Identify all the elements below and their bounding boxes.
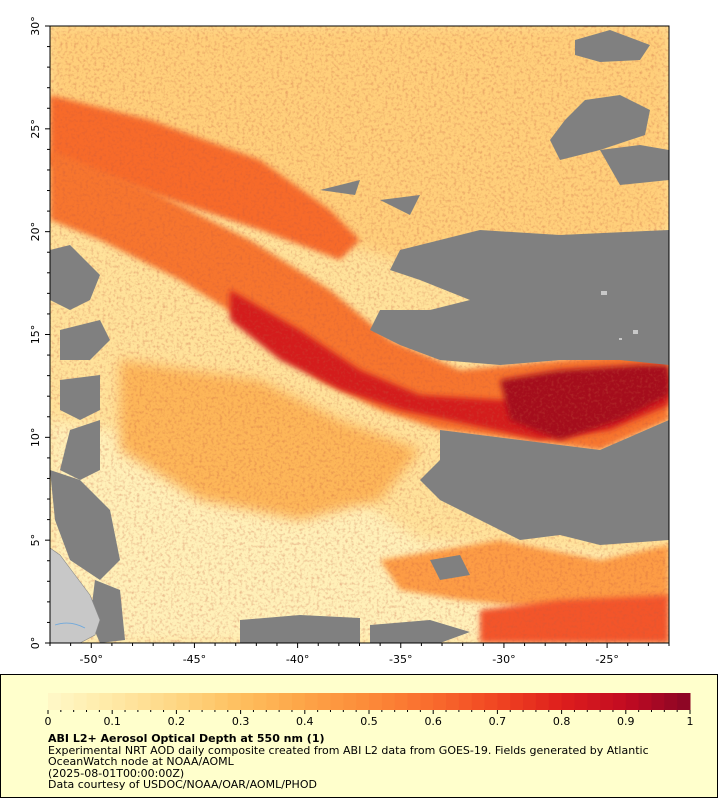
colorbar-block (407, 693, 421, 710)
y-tick-label: 10° (29, 428, 42, 448)
colorbar-block (163, 693, 177, 710)
colorbar-tick-label: 0.7 (489, 715, 507, 728)
map-plot-area (50, 26, 669, 643)
y-tick-label: 30° (29, 16, 42, 36)
caption-title: ABI L2+ Aerosol Optical Depth at 550 nm … (48, 732, 325, 745)
colorbar-block (587, 693, 601, 710)
x-tick-label: -45° (183, 653, 206, 666)
colorbar-tick-label: 0.9 (617, 715, 635, 728)
colorbar-block (369, 693, 383, 710)
colorbar-block (202, 693, 216, 710)
colorbar-block (638, 693, 652, 710)
colorbar-blocks (48, 693, 691, 710)
colorbar-tick-label: 0.6 (424, 715, 442, 728)
colorbar-block (497, 693, 511, 710)
no-data-regions (50, 30, 669, 643)
colorbar-block (356, 693, 370, 710)
colorbar-block (253, 693, 267, 710)
colorbar-block (548, 693, 563, 710)
y-tick-label: 5° (29, 534, 42, 547)
x-tick-label: -30° (492, 653, 515, 666)
colorbar-block (535, 693, 550, 710)
y-axis: 30° 25° 20° 15° 10° 5° 0° (29, 16, 50, 649)
islands (601, 291, 638, 340)
colorbar-tick-label: 0 (45, 715, 52, 728)
colorbar-block (446, 693, 460, 710)
colorbar-block (73, 693, 88, 710)
x-axis: -50° -45° -40° -35° -30° -25° (49, 643, 670, 666)
colorbar-block (291, 693, 306, 710)
colorbar-block (612, 693, 627, 710)
colorbar-block (60, 693, 75, 710)
y-tick-label: 20° (29, 222, 42, 242)
colorbar-tick-label: 0.4 (296, 715, 314, 728)
colorbar-block (664, 693, 678, 710)
caption-line-4: Data courtesy of USDOC/NOAA/OAR/AOML/PHO… (48, 778, 317, 791)
colorbar: 0 0.1 0.2 0.3 0.4 0.5 0.6 0.7 0.8 0.9 1 (45, 693, 694, 728)
colorbar-block (394, 693, 409, 710)
colorbar-block (458, 693, 473, 710)
colorbar-block (330, 693, 344, 710)
colorbar-block (150, 693, 165, 710)
colorbar-block (189, 693, 203, 710)
colorbar-block (471, 693, 486, 710)
colorbar-ticks: 0 0.1 0.2 0.3 0.4 0.5 0.6 0.7 0.8 0.9 1 (45, 710, 694, 728)
colorbar-block (510, 693, 524, 710)
caption-line-1: Experimental NRT AOD daily composite cre… (48, 743, 649, 757)
x-tick-label: -40° (286, 653, 309, 666)
colorbar-block (99, 693, 113, 710)
colorbar-block (112, 693, 126, 710)
colorbar-tick-label: 0.8 (553, 715, 571, 728)
colorbar-block (240, 693, 254, 710)
colorbar-block (125, 693, 139, 710)
aod-map: 30° 25° 20° 15° 10° 5° 0° -50° -45° -40° -35° -30°… (29, 16, 670, 666)
land-south-america (50, 547, 101, 643)
colorbar-block (343, 693, 357, 710)
colorbar-block (561, 693, 575, 710)
colorbar-tick-label: 1 (687, 715, 694, 728)
colorbar-block (625, 693, 640, 710)
x-tick-label: -50° (80, 653, 103, 666)
colorbar-block (137, 693, 152, 710)
x-tick-label: -25° (595, 653, 618, 666)
colorbar-block (48, 693, 62, 710)
colorbar-tick-label: 0.1 (103, 715, 121, 728)
colorbar-block (86, 693, 100, 710)
colorbar-block (523, 693, 537, 710)
colorbar-block (651, 693, 665, 710)
colorbar-block (484, 693, 498, 710)
y-tick-label: 0° (29, 637, 42, 650)
colorbar-block (214, 693, 229, 710)
river (54, 622, 86, 629)
colorbar-block (176, 693, 190, 710)
colorbar-block (266, 693, 280, 710)
y-tick-label: 25° (29, 119, 42, 139)
colorbar-block (433, 693, 447, 710)
x-tick-label: -35° (389, 653, 412, 666)
colorbar-tick-label: 0.3 (232, 715, 250, 728)
colorbar-block (600, 693, 614, 710)
colorbar-tick-label: 0.5 (360, 715, 378, 728)
colorbar-block (677, 693, 691, 710)
caption-line-2: OceanWatch node at NOAA/AOML (48, 755, 234, 768)
caption-line-3: (2025-08-01T00:00:00Z) (48, 766, 185, 780)
colorbar-block (317, 693, 331, 710)
colorbar-block (227, 693, 242, 710)
legend-panel: 0 0.1 0.2 0.3 0.4 0.5 0.6 0.7 0.8 0.9 1 ABI L2+ Ae… (0, 674, 718, 798)
colorbar-block (574, 693, 588, 710)
colorbar-block (381, 693, 396, 710)
y-tick-label: 15° (29, 325, 42, 345)
colorbar-tick-label: 0.2 (168, 715, 186, 728)
colorbar-block (304, 693, 319, 710)
caption: ABI L2+ Aerosol Optical Depth at 550 nm … (48, 733, 708, 791)
colorbar-block (279, 693, 293, 710)
colorbar-block (420, 693, 434, 710)
